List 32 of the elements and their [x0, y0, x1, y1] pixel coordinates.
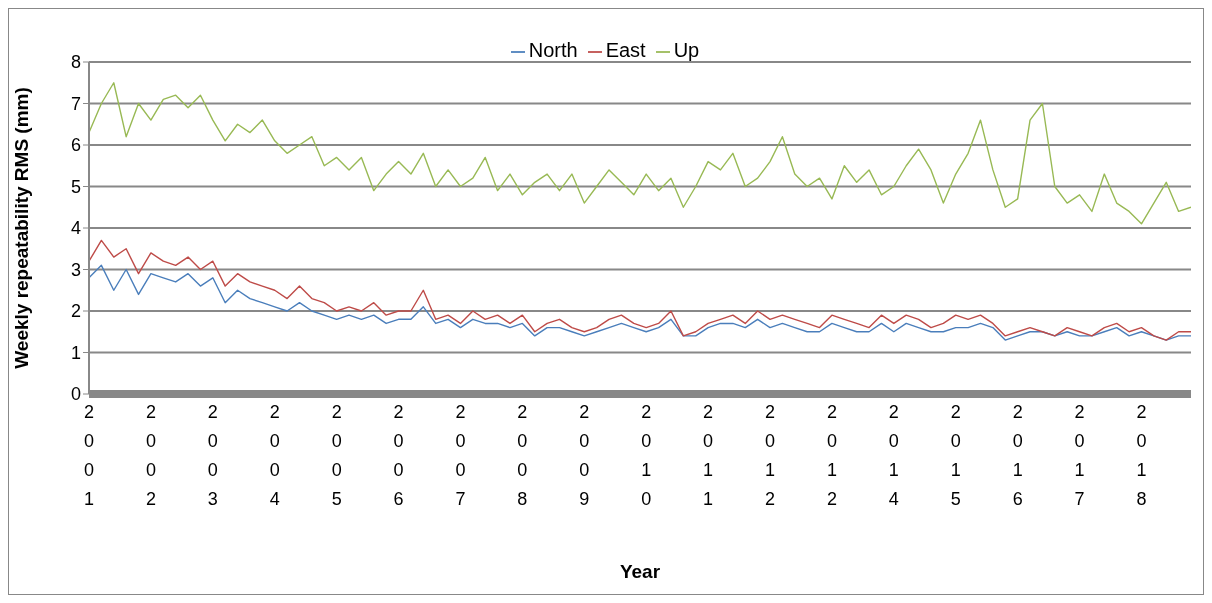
y-tick-label: 3 — [70, 259, 81, 280]
x-axis-title: Year — [619, 561, 661, 582]
x-tick-label: 2003 — [207, 402, 218, 509]
y-tick-label: 2 — [70, 301, 81, 322]
legend-label: Up — [673, 39, 700, 61]
x-tick-label: 2015 — [950, 402, 961, 509]
y-tick-label: 5 — [70, 176, 81, 197]
x-tick-label: 2009 — [579, 402, 590, 509]
x-tick-label: 2017 — [1074, 402, 1085, 509]
x-tick-label: 2018 — [1136, 402, 1147, 509]
x-tick-label: 2004 — [269, 402, 280, 509]
y-tick-label: 6 — [70, 135, 81, 156]
legend-label: North — [528, 39, 578, 61]
legend-label: East — [605, 39, 646, 61]
x-tick-label: 2016 — [1012, 402, 1023, 509]
x-tick-label: 2012 — [765, 402, 776, 509]
x-tick-label: 2012 — [826, 402, 837, 509]
x-tick-label: 2010 — [641, 402, 652, 509]
x-tick-label: 2014 — [888, 402, 899, 509]
x-tick-label: 2008 — [517, 402, 528, 509]
y-tick-label: 4 — [70, 218, 81, 239]
x-tick-label: 2005 — [331, 402, 342, 509]
y-tick-label: 7 — [70, 93, 81, 114]
y-tick-label: 8 — [70, 52, 81, 73]
y-tick-label: 0 — [70, 384, 81, 405]
x-tick-label: 2011 — [703, 402, 714, 509]
x-tick-label: 2001 — [83, 402, 95, 509]
y-axis-title: Weekly repeatability RMS (mm) — [10, 87, 32, 369]
x-tick-label: 2006 — [393, 402, 404, 509]
x-tick-label: 2007 — [455, 402, 466, 509]
x-tick-label: 2002 — [145, 402, 156, 509]
y-tick-label: 1 — [70, 342, 81, 363]
